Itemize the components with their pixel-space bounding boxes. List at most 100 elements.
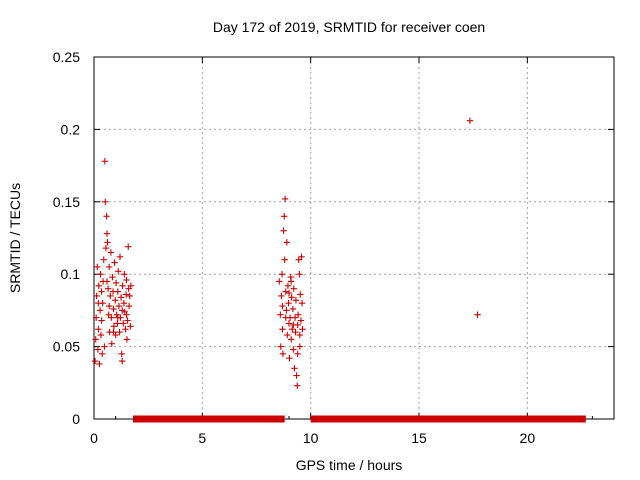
data-point [289,305,297,313]
data-point [94,346,102,353]
data-point [112,297,119,304]
data-point [281,213,288,220]
axes: 0 5 10 15 20 0 0.05 0.1 0.15 0.2 0.25 [53,49,615,446]
data-point [95,282,102,289]
x-tick-label: 5 [198,430,206,446]
y-tick-label: 0.1 [61,266,81,282]
plot-frame [93,56,615,420]
data-point [96,307,104,314]
data-point [466,117,474,124]
data-point [118,350,125,358]
data-point [284,331,291,339]
data-point [112,279,120,287]
data-point [99,350,106,358]
data-point [98,317,105,324]
data-point [94,263,101,271]
data-point [102,244,110,252]
data-point [117,294,125,301]
data-point [114,314,122,321]
data-point [291,314,299,321]
data-point [281,195,289,203]
data-point [283,307,290,314]
data-point [116,253,124,261]
data-point [115,302,123,310]
data-point [283,239,291,246]
data-point [122,326,129,333]
data-point [103,230,111,237]
data-point [297,291,304,298]
data-point [296,343,304,350]
data-point [127,282,135,289]
data-point [101,343,108,350]
data-point [289,326,296,333]
data-point [277,311,284,318]
data-point [100,256,107,263]
data-point [290,285,297,292]
data-point [295,256,302,263]
data-point [109,273,116,281]
data-point [126,292,133,300]
data-point [114,320,121,327]
data-point [97,331,105,339]
data-point [299,326,306,333]
data-point [110,305,117,313]
x-tick-label: 0 [90,430,98,446]
data-point [285,320,293,327]
data-point [125,302,133,310]
data-point [103,278,111,285]
data-point [97,271,104,278]
data-point [281,256,288,263]
data-point [278,292,285,300]
data-point [292,297,300,304]
data-point [125,243,132,250]
data-point [127,323,134,330]
data-point [120,320,127,327]
x-tick-label: 10 [303,430,319,446]
data-point [105,263,113,271]
y-tick-label: 0.15 [53,194,80,210]
x-axis-label: GPS time / hours [296,457,403,473]
data-point [294,382,301,389]
data-point [298,253,305,261]
data-point [95,299,102,307]
data-point [110,328,117,336]
data-point [95,326,102,333]
y-axis-label: SRMTID / TECUs [7,183,23,293]
data-point [108,340,115,347]
data-point [116,328,123,336]
data-point [118,307,126,314]
data-point [123,311,130,318]
data-point [297,317,305,324]
data-point [104,285,112,292]
y-tick-label: 0.2 [61,121,81,137]
data-point [293,372,300,379]
data-point [118,357,126,365]
data-point [291,365,298,372]
data-point [123,276,130,284]
data-point [103,213,110,220]
data-point [111,259,118,266]
data-point [282,288,289,295]
data-point [278,271,286,278]
data-point [101,158,109,165]
y-tick-label: 0 [72,411,80,427]
grid-lines [94,57,614,419]
data-point [119,282,126,289]
data-point [91,357,99,365]
data-point [284,282,292,289]
data-point [92,314,100,321]
data-point [282,314,289,321]
data-point [122,291,130,298]
data-point [279,302,286,310]
data-point [288,294,295,301]
data-point [105,302,113,310]
data-point [279,326,286,333]
data-point [296,331,304,339]
data-point [120,299,128,307]
data-point [286,354,293,362]
data-point [296,271,303,278]
data-point [110,323,118,330]
data-point [93,292,100,300]
data-point [277,343,284,350]
